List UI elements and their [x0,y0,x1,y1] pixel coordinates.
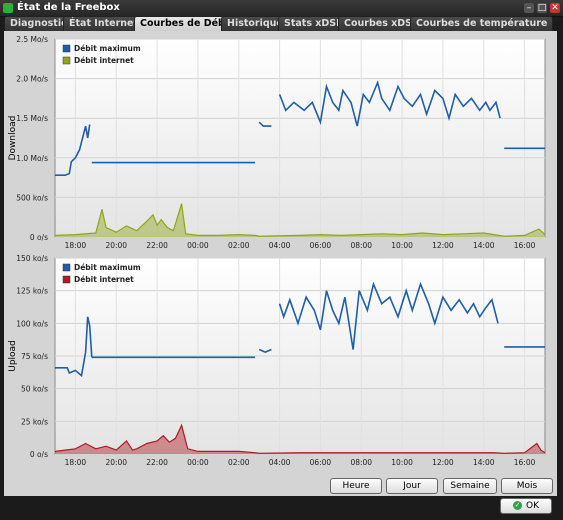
download-y-tick-label: 2.5 Mo/s [16,35,48,44]
upload-x-tick-label: 12:00 [432,458,454,467]
download-y-tick-label: 1.5 Mo/s [16,114,48,123]
window-title: État de la Freebox [17,2,120,13]
upload-legend-label: Débit maximum [74,263,141,272]
upload-x-tick-label: 10:00 [391,458,413,467]
upload-series-1-area [55,425,545,454]
upload-y-tick-label: 150 ko/s [16,254,48,263]
semaine-button[interactable]: Semaine [443,478,497,494]
download-legend-swatch [62,44,71,53]
download-series-0-line [258,121,272,127]
upload-series-0-line [278,281,499,350]
download-x-tick-label: 22:00 [146,241,168,250]
download-legend-label: Débit internet [74,56,134,65]
tab-courbes-temperature[interactable]: Courbes de température [410,16,554,31]
upload-x-tick-label: 08:00 [350,458,372,467]
upload-y-tick-label: 75 ko/s [21,352,48,361]
download-y-tick-label: 0 o/s [30,233,48,242]
upload-y-axis-label: Upload [8,340,18,372]
download-x-tick-label: 18:00 [65,241,87,250]
mois-button[interactable]: Mois [501,478,553,494]
download-series-1-area [55,203,545,237]
download-x-tick-label: 00:00 [187,241,209,250]
upload-x-tick-label: 02:00 [228,458,250,467]
upload-series-0-line [258,348,272,353]
download-plot-area [54,38,546,238]
download-x-tick-label: 10:00 [391,241,413,250]
upload-x-tick-label: 16:00 [514,458,536,467]
download-x-tick-label: 04:00 [269,241,291,250]
upload-series-0-line [55,316,93,378]
minimize-icon[interactable]: – [524,3,534,13]
download-x-tick-label: 20:00 [105,241,127,250]
freebox-icon [3,3,13,13]
upload-legend-swatch [62,263,71,272]
download-x-tick-label: 06:00 [310,241,332,250]
download-y-tick-label: 2.0 Mo/s [16,75,48,84]
download-series-1-line [54,203,546,237]
upload-y-tick-label: 25 ko/s [21,417,48,426]
download-y-tick-label: 1.0 Mo/s [16,154,48,163]
check-icon: ✓ [513,501,522,510]
upload-x-tick-label: 22:00 [146,458,168,467]
upload-x-tick-label: 00:00 [187,458,209,467]
download-series-0-line [55,124,91,176]
download-x-tick-label: 14:00 [473,241,495,250]
upload-y-tick-label: 0 o/s [30,450,48,459]
download-y-tick-label: 500 ko/s [16,193,48,202]
download-legend-label: Débit maximum [74,44,141,53]
upload-series-1-line [54,423,546,454]
upload-x-tick-label: 20:00 [105,458,127,467]
upload-x-tick-label: 06:00 [310,458,332,467]
upload-legend-label: Débit internet [74,275,134,284]
upload-x-tick-label: 14:00 [473,458,495,467]
download-legend-swatch [62,56,71,65]
upload-x-tick-label: 18:00 [65,458,87,467]
upload-y-tick-label: 100 ko/s [16,319,48,328]
download-x-tick-label: 02:00 [228,241,250,250]
close-icon[interactable]: ✕ [550,3,560,13]
ok-button[interactable]: ✓ OK [500,498,552,514]
ok-label: OK [526,501,539,511]
upload-legend-swatch [62,275,71,284]
upload-y-tick-label: 125 ko/s [16,287,48,296]
download-x-tick-label: 12:00 [432,241,454,250]
jour-button[interactable]: Jour [386,478,438,494]
upload-x-tick-label: 04:00 [269,458,291,467]
download-x-tick-label: 08:00 [350,241,372,250]
heure-button[interactable]: Heure [330,478,382,494]
upload-y-tick-label: 50 ko/s [21,385,48,394]
download-y-axis-label: Download [8,116,18,161]
maximize-icon[interactable]: □ [537,3,547,13]
download-series-0-line [278,80,501,127]
download-x-tick-label: 16:00 [514,241,536,250]
